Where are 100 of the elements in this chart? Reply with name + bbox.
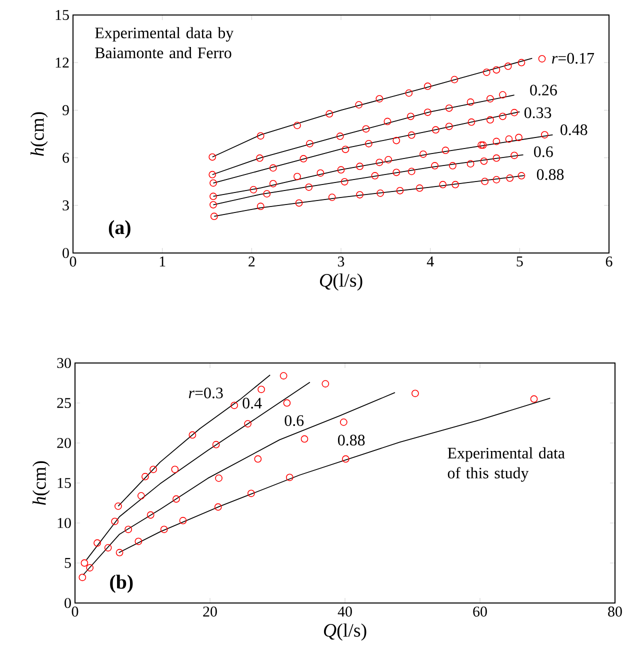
point xyxy=(504,62,512,70)
point xyxy=(137,492,145,500)
line-series xyxy=(86,382,310,560)
y-tick-label: 3 xyxy=(62,200,69,210)
point xyxy=(492,176,500,184)
point xyxy=(396,186,404,194)
series-label: 0.26 xyxy=(530,84,557,96)
y-tick-label: 25 xyxy=(57,398,71,408)
point xyxy=(452,180,460,188)
point xyxy=(506,174,514,182)
point xyxy=(294,122,301,130)
point xyxy=(134,538,142,546)
x-tick-label: 0 xyxy=(72,606,78,617)
point xyxy=(479,141,487,149)
point xyxy=(530,395,538,403)
point xyxy=(416,184,424,192)
point xyxy=(355,101,363,108)
point xyxy=(538,55,546,62)
point xyxy=(124,526,132,534)
x-tick-label: 3 xyxy=(338,256,344,267)
point xyxy=(283,399,291,407)
point xyxy=(445,104,453,112)
series-label: r=0.17 xyxy=(552,52,594,64)
point xyxy=(258,386,265,394)
x-tick-label: 1 xyxy=(160,256,166,266)
annotation: Experimental data of this study xyxy=(448,447,565,482)
point xyxy=(210,212,218,220)
point xyxy=(486,116,494,124)
y-tick-label: 15 xyxy=(58,478,71,488)
x-tick-label: 5 xyxy=(516,256,523,266)
y-axis-title: h(cm) xyxy=(30,112,48,156)
annotation: (a) xyxy=(108,220,130,238)
y-axis-title: h(cm) xyxy=(32,461,50,505)
point xyxy=(305,183,313,191)
annotation: (b) xyxy=(110,574,133,593)
point xyxy=(384,156,392,164)
point xyxy=(80,559,88,567)
point xyxy=(208,153,216,161)
point xyxy=(408,131,416,139)
point xyxy=(405,89,413,97)
point xyxy=(362,125,370,133)
point xyxy=(439,180,447,188)
line-series xyxy=(212,154,524,206)
point xyxy=(294,172,301,180)
point xyxy=(492,138,500,146)
point xyxy=(466,98,474,106)
point xyxy=(286,474,294,482)
y-tick-label: 15 xyxy=(56,10,69,20)
point xyxy=(250,186,258,194)
point xyxy=(468,118,476,126)
point xyxy=(541,131,548,138)
y-tick-label: 0 xyxy=(64,598,71,608)
point xyxy=(406,112,414,120)
point xyxy=(408,168,416,176)
y-tick-label: 30 xyxy=(57,358,71,368)
y-tick-label: 12 xyxy=(56,58,69,68)
point xyxy=(392,136,400,144)
point xyxy=(450,76,458,84)
point xyxy=(328,194,336,201)
point xyxy=(432,126,440,134)
y-tick-label: 5 xyxy=(64,558,71,568)
line-series xyxy=(118,374,271,507)
y-tick-label: 0 xyxy=(62,248,69,258)
point xyxy=(208,170,216,178)
point xyxy=(244,420,252,428)
point xyxy=(431,162,438,170)
point xyxy=(269,180,277,188)
point xyxy=(448,162,456,170)
point xyxy=(510,152,518,160)
point xyxy=(371,172,379,180)
point xyxy=(172,495,180,503)
point xyxy=(424,82,432,90)
point xyxy=(340,178,348,186)
series-label: 0.88 xyxy=(536,169,564,180)
point xyxy=(482,68,490,76)
line-series xyxy=(212,111,520,184)
point xyxy=(256,132,264,140)
point xyxy=(210,201,217,208)
point xyxy=(466,160,474,168)
point xyxy=(376,189,384,197)
y-tick-label: 9 xyxy=(62,105,69,116)
point xyxy=(94,539,101,547)
point xyxy=(295,199,303,207)
point xyxy=(337,166,345,174)
x-tick-label: 20 xyxy=(203,606,217,617)
point xyxy=(300,155,308,162)
point xyxy=(376,95,384,102)
point xyxy=(412,390,419,398)
point xyxy=(518,172,526,180)
point xyxy=(160,526,168,534)
point xyxy=(392,168,400,176)
point xyxy=(300,435,308,443)
point xyxy=(86,564,94,572)
line-series xyxy=(214,175,525,217)
point xyxy=(340,418,348,426)
point xyxy=(306,140,314,148)
point xyxy=(515,134,522,142)
series-label: 0.88 xyxy=(338,434,365,446)
series-label: 0.48 xyxy=(560,124,588,136)
point xyxy=(510,108,518,116)
